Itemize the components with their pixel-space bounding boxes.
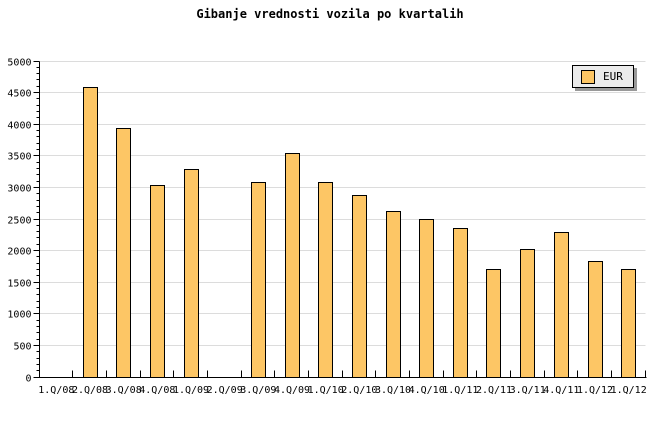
bar-1.Q/10-8 bbox=[318, 182, 333, 378]
x-tick-label: 3.Q/08 bbox=[106, 385, 142, 396]
x-tick-label: 2.Q/10 bbox=[341, 385, 377, 396]
bar-2.Q/08-1 bbox=[83, 87, 98, 378]
x-tick-label: 3.Q/10 bbox=[375, 385, 411, 396]
gridlines-group bbox=[39, 61, 646, 346]
x-tick-label: 3.Q/09 bbox=[240, 385, 276, 396]
x-tick-label: 1.Q/10 bbox=[308, 385, 344, 396]
y-tick-label: 3000 bbox=[7, 184, 31, 195]
bar-3.Q/11-14 bbox=[520, 249, 535, 378]
x-tick-label: 3.Q/11 bbox=[510, 385, 546, 396]
bar-1.Q/09-4 bbox=[184, 169, 199, 378]
y-tick-label: 4500 bbox=[7, 89, 31, 100]
bar-2.Q/10-9 bbox=[352, 195, 367, 378]
legend-label: EUR bbox=[603, 70, 623, 83]
bar-4.Q/09-7 bbox=[285, 153, 300, 378]
x-tick-label: 1.Q/12 bbox=[577, 385, 613, 396]
y-ticks-group bbox=[33, 61, 40, 378]
y-tick-label: 4000 bbox=[7, 121, 31, 132]
bars-group bbox=[83, 87, 636, 378]
x-tick-label: 4.Q/08 bbox=[139, 385, 175, 396]
y-tick-label: 500 bbox=[13, 342, 31, 353]
y-tick-label: 1000 bbox=[7, 310, 31, 321]
x-ticks-group bbox=[39, 370, 646, 378]
x-tick-label: 2.Q/08 bbox=[72, 385, 108, 396]
y-tick-label: 2000 bbox=[7, 247, 31, 258]
bar-4.Q/10-11 bbox=[419, 219, 434, 378]
x-tick-label: 1.Q/09 bbox=[173, 385, 209, 396]
x-tick-label: 4.Q/10 bbox=[409, 385, 445, 396]
x-tick-label: 2.Q/09 bbox=[207, 385, 243, 396]
bar-1.Q/11-12 bbox=[453, 228, 468, 378]
x-tick-label: 1.Q/11 bbox=[442, 385, 478, 396]
x-tick-label: 4.Q/09 bbox=[274, 385, 310, 396]
x-tick-label: 2.Q/11 bbox=[476, 385, 512, 396]
bar-3.Q/08-2 bbox=[116, 128, 131, 378]
legend-box: EUR bbox=[572, 65, 634, 88]
y-tick-label: 3500 bbox=[7, 152, 31, 163]
bar-1.Q/12-17 bbox=[621, 269, 636, 378]
x-tick-label: 1.Q/12 bbox=[611, 385, 647, 396]
x-tick-label: 1.Q/08 bbox=[38, 385, 74, 396]
x-tick-label: 4.Q/11 bbox=[543, 385, 579, 396]
chart-title: Gibanje vrednosti vozila po kvartalih bbox=[196, 7, 464, 21]
bar-1.Q/12-16 bbox=[588, 261, 603, 378]
x-labels-group: 1.Q/082.Q/083.Q/084.Q/081.Q/092.Q/093.Q/… bbox=[38, 385, 646, 396]
legend-color-swatch bbox=[581, 69, 595, 84]
bar-4.Q/11-15 bbox=[554, 232, 569, 378]
bar-3.Q/09-6 bbox=[251, 182, 266, 378]
y-labels-group: 0 500 1000 1500 2000 2500 3000 3500 4000 4500 5000 bbox=[7, 58, 31, 385]
y-tick-label: 1500 bbox=[7, 279, 31, 290]
bar-3.Q/10-10 bbox=[386, 211, 401, 378]
y-tick-label: 0 bbox=[25, 374, 31, 385]
y-tick-label: 5000 bbox=[7, 58, 31, 69]
bar-4.Q/08-3 bbox=[150, 185, 165, 378]
bar-2.Q/11-13 bbox=[486, 269, 501, 378]
y-tick-label: 2500 bbox=[7, 216, 31, 227]
